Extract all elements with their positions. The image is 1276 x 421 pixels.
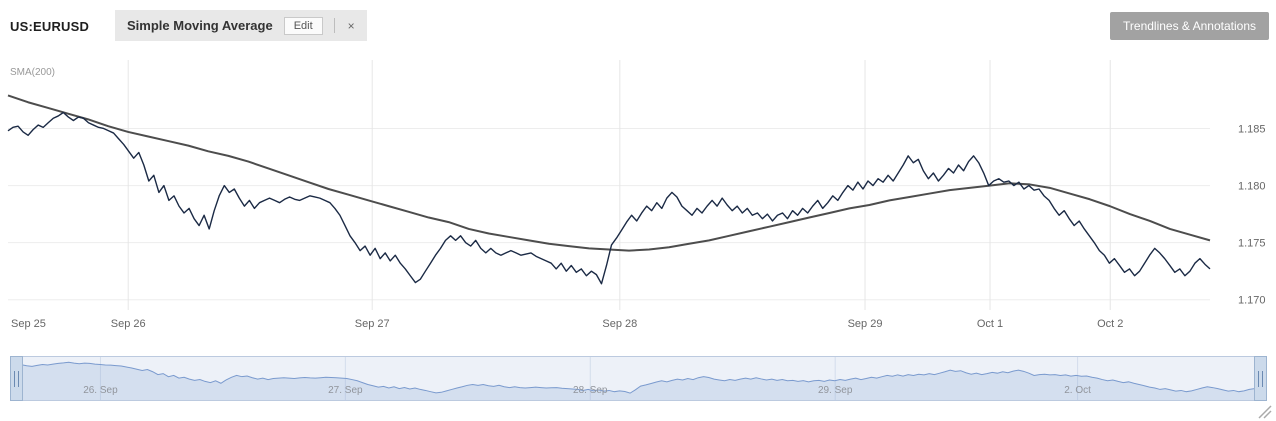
nav-date-label: 29. Sep — [818, 385, 853, 396]
nav-date-label: 2. Oct — [1064, 385, 1091, 396]
y-axis-label: 1.180 — [1238, 181, 1266, 193]
main-chart[interactable]: 1.185 1.180 1.175 1.170 Sep 25 Sep 26 Sep 27 Se… — [7, 60, 1266, 330]
y-axis-label: 1.170 — [1238, 295, 1266, 307]
trendlines-annotations-button[interactable]: Trendlines & Annotations — [1110, 12, 1269, 40]
sma-line — [7, 94, 1211, 252]
nav-area — [11, 362, 1265, 400]
indicator-chip-label: Simple Moving Average — [127, 18, 273, 33]
indicator-chip: Simple Moving Average Edit × — [115, 10, 367, 41]
x-axis-label: Sep 28 — [602, 318, 637, 330]
x-axis-label: Oct 1 — [977, 318, 1003, 330]
y-axis-label: 1.185 — [1238, 123, 1266, 135]
nav-date-label: 27. Sep — [328, 385, 363, 396]
sma-indicator-label: SMA(200) — [10, 67, 56, 78]
navigator-right-handle[interactable] — [1254, 356, 1267, 401]
symbol-label: US:EURUSD — [10, 19, 90, 34]
x-axis-label: Sep 27 — [355, 318, 390, 330]
navigator-left-handle[interactable] — [10, 356, 23, 401]
y-axis-label: 1.175 — [1238, 238, 1266, 250]
navigator-selection[interactable] — [10, 356, 1266, 401]
x-axis-label: Sep 25 — [11, 318, 46, 330]
x-axis-label: Oct 2 — [1097, 318, 1123, 330]
indicator-edit-button[interactable]: Edit — [283, 16, 323, 35]
nav-date-label: 26. Sep — [83, 385, 118, 396]
navigator[interactable]: 26. Sep 27. Sep 28. Sep 29. Sep 2. Oct — [10, 356, 1267, 401]
x-axis-label: Sep 26 — [111, 318, 146, 330]
x-axis-label: Sep 29 — [848, 318, 883, 330]
nav-line — [10, 361, 1266, 394]
price-line — [7, 111, 1211, 285]
resize-grip-icon[interactable] — [1258, 405, 1272, 419]
chip-divider — [333, 18, 335, 33]
indicator-close-icon[interactable]: × — [347, 18, 355, 33]
nav-date-label: 28. Sep — [573, 385, 608, 396]
